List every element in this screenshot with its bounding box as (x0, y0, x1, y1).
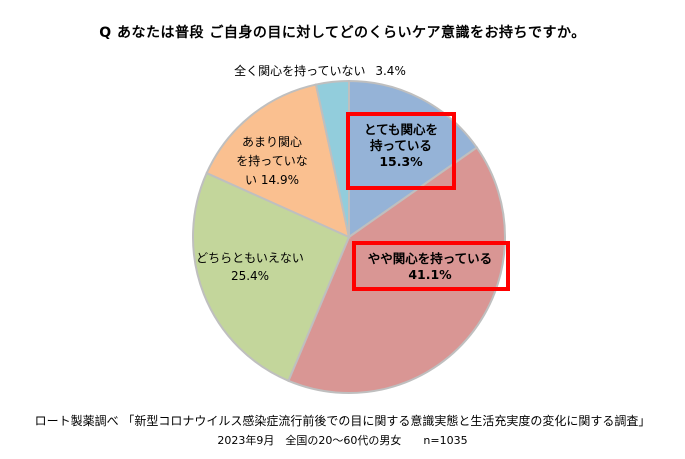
label-very-interested-value: 15.3% (379, 154, 423, 169)
pie-slice-somewhat-interested (287, 146, 506, 395)
pie-slice-not-very-interested (205, 83, 351, 239)
label-neutral-value: 25.4% (230, 269, 270, 283)
label-not-very-interested-value: 14.9% (260, 173, 299, 187)
label-not-very-interested: あまり関心 を持っていな い 14.9% (226, 133, 318, 190)
pie-slice-very-interested (348, 79, 479, 239)
label-not-very-interested-name: あまり関心 を持っていな い (236, 135, 308, 187)
label-very-interested: とても関心を 持っている 15.3% (352, 122, 450, 170)
pie-slice-not-interested (314, 79, 350, 238)
label-neutral: どちらともいえない 25.4% (188, 250, 312, 284)
label-neutral-name: どちらともいえない (196, 251, 304, 265)
highlight-box-very-interested (346, 112, 456, 190)
label-somewhat-interested-value: 41.1% (408, 267, 452, 282)
label-not-interested-name: 全く関心を持っていない (234, 64, 366, 78)
chart-title: Q あなたは普段 ご自身の目に対してどのくらいケア意識をお持ちですか。 (99, 25, 586, 41)
label-somewhat-interested: やや関心を持っている 41.1% (356, 251, 504, 283)
survey-info: 2023年9月 全国の20～60代の男女 n=1035 (217, 434, 468, 447)
pie-slice-neutral (192, 171, 351, 383)
highlight-box-somewhat-interested (352, 241, 510, 291)
label-not-interested: 全く関心を持っていない 3.4% (232, 63, 408, 79)
label-not-interested-value: 3.4% (375, 64, 406, 78)
label-very-interested-name: とても関心を 持っている (363, 122, 438, 153)
source-note: ロート製薬調べ 「新型コロナウイルス感染症流行前後での目に関する意識実態と生活充… (34, 414, 651, 428)
label-somewhat-interested-name: やや関心を持っている (367, 251, 493, 266)
